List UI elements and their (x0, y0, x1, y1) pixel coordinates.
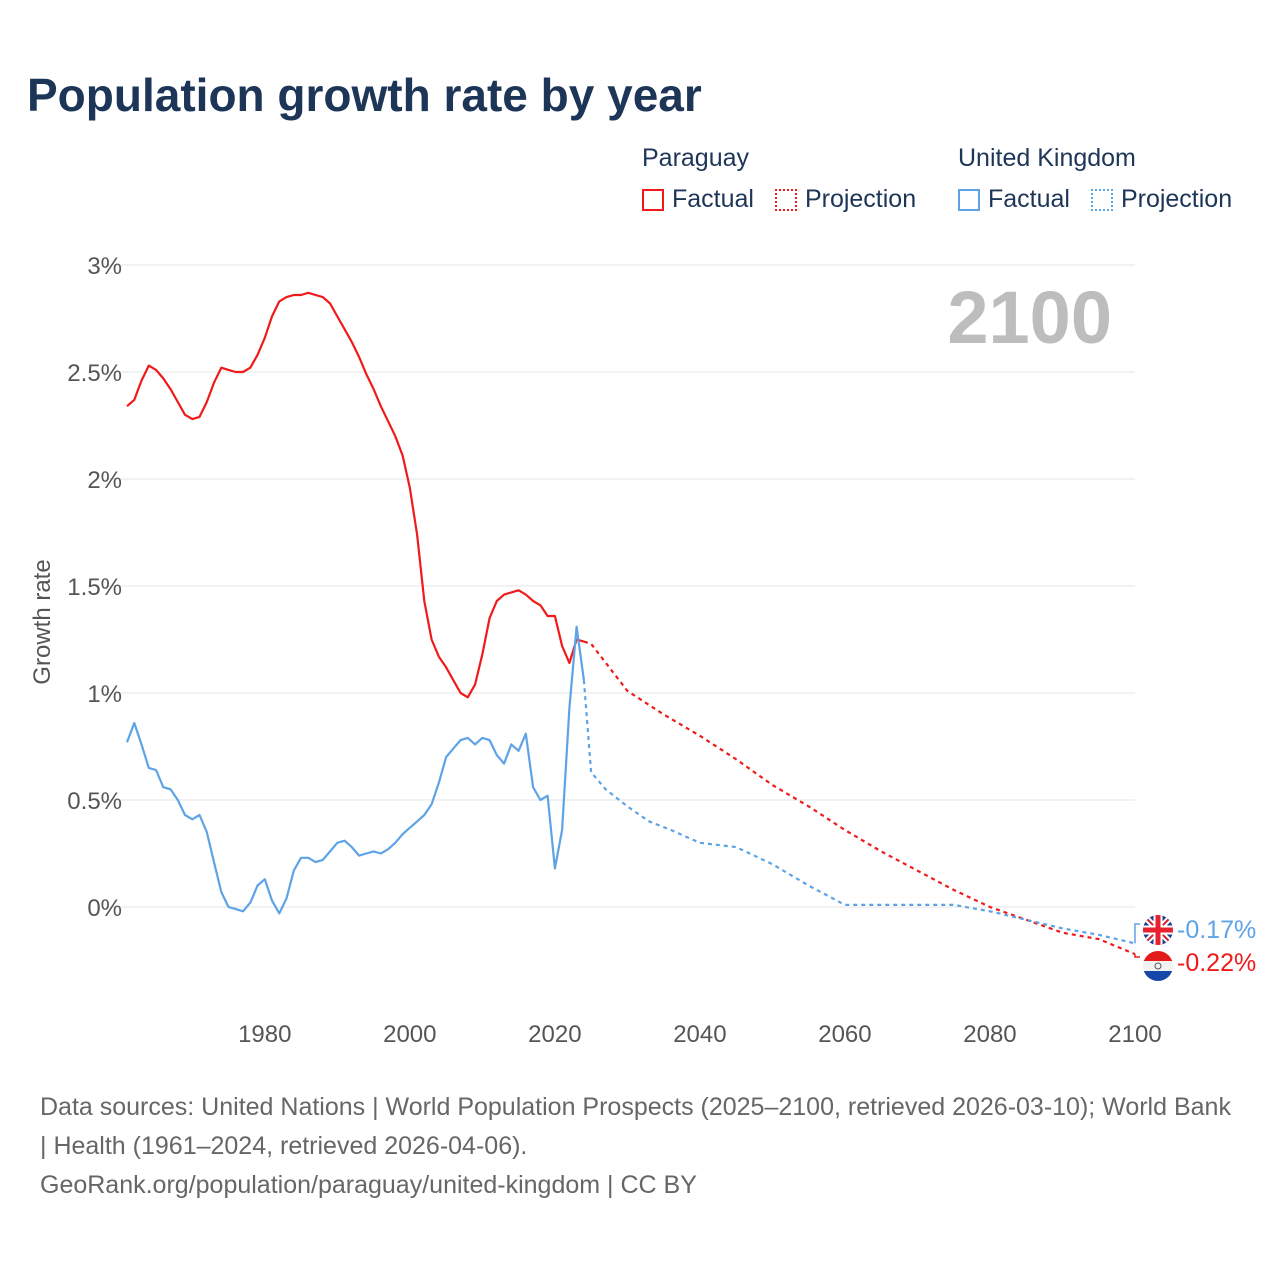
footer: Data sources: United Nations | World Pop… (40, 1088, 1240, 1205)
end-value-label: -0.22% (1177, 949, 1256, 977)
series-line-united-kingdom-factual (125, 625, 585, 915)
legend-item-projection[interactable]: Projection (774, 185, 917, 214)
legend-label: Projection (804, 185, 917, 213)
y-tick-label: 0.5% (67, 788, 122, 815)
y-tick-label: 3% (87, 253, 122, 280)
y-tick-label: 0% (87, 895, 122, 922)
series-line-paraguay-factual (126, 291, 585, 699)
y-tick-label: 1.5% (67, 574, 122, 601)
legend-swatch (958, 188, 980, 211)
legend-country: Paraguay (642, 144, 750, 172)
end-connector (1134, 954, 1140, 958)
legend-country: United Kingdom (958, 144, 1136, 172)
legend-item-factual[interactable]: Factual (642, 185, 754, 214)
x-tick-label: 2040 (673, 1021, 726, 1048)
y-axis-label: Growth rate (29, 559, 56, 684)
x-tick-label: 2100 (1108, 1021, 1161, 1048)
legend-label: Projection (1120, 185, 1233, 213)
legend-swatch (642, 188, 664, 211)
legend-united-kingdom: United Kingdom Factual Projection (958, 144, 1246, 218)
x-tick-label: 2080 (963, 1021, 1016, 1048)
data-sources: Data sources: United Nations | World Pop… (40, 1093, 1231, 1160)
paraguay-flag-icon (1143, 951, 1173, 981)
x-tick-label: 2060 (818, 1021, 871, 1048)
credit-link[interactable]: GeoRank.org/population/paraguay/united-k… (40, 1171, 697, 1199)
y-tick-label: 2% (87, 467, 122, 494)
x-tick-label: 1980 (238, 1021, 291, 1048)
x-tick-label: 2020 (528, 1021, 581, 1048)
end-connector (1134, 923, 1140, 944)
legend-paraguay: Paraguay Factual Projection (642, 144, 930, 218)
y-tick-label: 2.5% (67, 360, 122, 387)
series-line-united-kingdom-projection (582, 680, 1136, 945)
legend-label: Factual (672, 185, 754, 213)
legend-item-factual[interactable]: Factual (958, 185, 1070, 214)
y-tick-label: 1% (87, 681, 122, 708)
year-watermark: 2100 (947, 276, 1112, 359)
legend-label: Factual (988, 185, 1070, 213)
plot-area: 0% 0.5% 1% 1.5% 2% 2.5% 3% 1980 2000 2020 2040 2060… (29, 253, 1256, 1048)
end-value-label: -0.17% (1177, 916, 1256, 944)
chart-title: Population growth rate by year (27, 69, 702, 121)
uk-flag-icon (1143, 915, 1173, 945)
legend-swatch (774, 188, 797, 211)
x-tick-label: 2000 (383, 1021, 436, 1048)
legend-item-projection[interactable]: Projection (1090, 185, 1233, 214)
legend-swatch (1090, 188, 1113, 211)
